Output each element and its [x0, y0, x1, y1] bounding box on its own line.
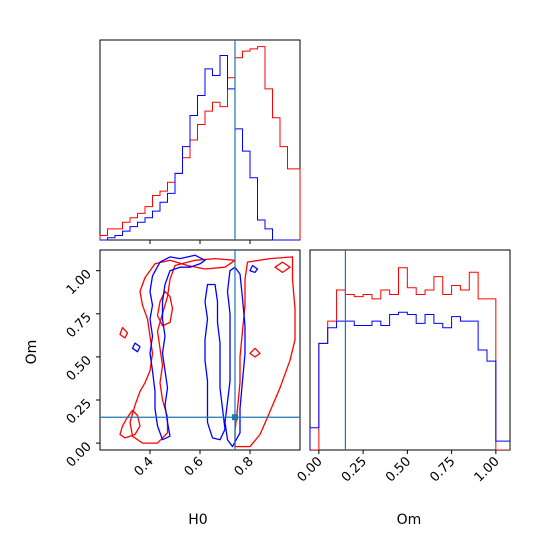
contour-y-ticks: 0.00 0.25 0.50 0.75 1.00 [64, 267, 100, 470]
hist-step-series-0 [310, 267, 510, 450]
hist-Om-series [310, 267, 510, 450]
hist-Om-tick-label-4: 1.00 [472, 454, 503, 485]
contour-y-tick-label-4: 1.00 [64, 267, 95, 298]
contour-line-series-0-2 [234, 256, 296, 448]
contour-line-series-1-1 [204, 283, 226, 441]
contour-y-tick-label-2: 0.50 [64, 353, 95, 384]
contour-truth-lines [100, 250, 300, 450]
hist-H0-ticks [149, 240, 251, 244]
contour-line-series-1-4 [249, 264, 259, 274]
x-axis-label-H0: H0 [188, 512, 207, 528]
hist-H0-panel [99, 39, 301, 244]
hist-H0-frame [99, 39, 301, 241]
hist-Om-tick-label-3: 0.75 [427, 454, 458, 485]
contour-line-series-0-6 [129, 257, 236, 444]
contour-line-series-1-0 [149, 254, 206, 441]
contour-line-series-0-0 [119, 409, 141, 439]
x-axis-label-Om: Om [397, 512, 422, 528]
hist-Om-tick-label-2: 0.50 [383, 454, 414, 485]
contour-series [119, 254, 296, 448]
contour-line-series-0-3 [249, 347, 261, 358]
y-axis-label-Om: Om [24, 340, 40, 365]
hist-Om-tick-label-1: 0.25 [339, 454, 370, 485]
contour-frame [99, 249, 301, 451]
hist-H0-series [99, 46, 301, 241]
contour-x-ticks: 0.4 0.6 0.8 [132, 450, 257, 479]
contour-line-series-0-1 [156, 290, 174, 327]
contour-line-series-1-2 [224, 266, 246, 448]
hist-step-series-1 [100, 55, 300, 241]
hist-Om-ticks: 0.00 0.25 0.50 0.75 1.00 [295, 450, 503, 485]
contour-panel: 0.4 0.6 0.8 0.00 0.25 0.50 0.75 1.00 [64, 249, 301, 479]
hist-step-series-1 [310, 311, 510, 450]
hist-step-series-0 [99, 46, 301, 240]
contour-y-tick-label-0: 0.00 [64, 439, 95, 470]
contour-x-tick-label-0: 0.4 [132, 454, 157, 479]
hist-Om-tick-label-0: 0.00 [295, 454, 326, 485]
contour-y-tick-label-1: 0.25 [64, 396, 95, 427]
hist-Om-frame [309, 249, 511, 451]
contour-line-series-0-4 [119, 326, 129, 339]
truth-marker [232, 414, 238, 421]
contour-line-series-1-3 [131, 342, 141, 353]
contour-line-series-0-5 [274, 261, 291, 274]
hist-Om-panel: 0.00 0.25 0.50 0.75 1.00 [295, 249, 511, 485]
contour-x-tick-label-2: 0.8 [232, 454, 257, 479]
contour-x-tick-label-1: 0.6 [182, 454, 207, 479]
contour-y-tick-label-3: 0.75 [64, 310, 95, 341]
